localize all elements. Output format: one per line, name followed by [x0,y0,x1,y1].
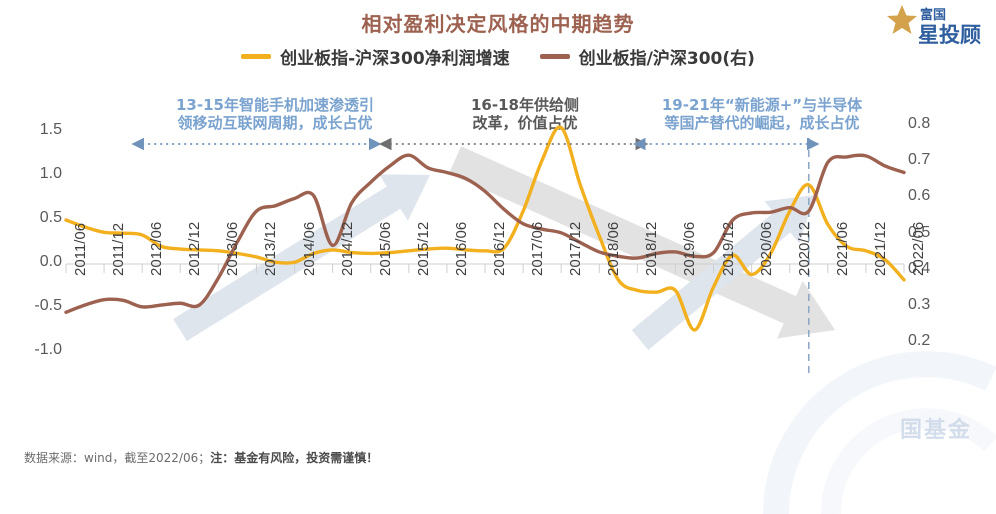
axis-group [65,263,905,273]
chart-plot-area [64,125,906,378]
legend-label-left-series: 创业板指-沪深300净利润增速 [280,49,510,69]
y-tick-left-0: -1.0 [34,341,62,358]
y-tick-right-0: 0.2 [908,331,931,349]
y-tick-right-6: 0.8 [908,115,931,133]
y-tick-left-2: 0.0 [39,253,62,270]
footnote-source: 数据来源：wind，截至2022/06； [24,451,211,465]
footnote: 数据来源：wind，截至2022/06；注：基金有风险，投资需谨慎！ [24,449,378,466]
y-tick-left-4: 1.0 [39,165,62,182]
series-group [64,125,906,332]
svg-text:星投顾: 星投顾 [918,23,981,47]
footnote-note: 注：基金有风险，投资需谨慎！ [210,451,379,465]
brand-logo: 富国 星投顾 [887,5,981,47]
page-title: 相对盈利决定风格的中期趋势 [361,12,635,36]
legend-item-0: 创业板指-沪深300净利润增速 [241,44,510,69]
series-line-right [64,153,906,314]
y-tick-left-3: 0.5 [39,209,62,226]
y-axis-left: -1.0 -0.5 0.0 0.5 1.0 1.5 [0,0,62,474]
chart-legend: 创业板指-沪深300净利润增速 创业板指/沪深300(右) [0,44,996,69]
svg-text:富国: 富国 [920,7,946,23]
legend-label-right-series: 创业板指/沪深300(右) [578,49,755,69]
legend-item-1: 创业板指/沪深300(右) [539,44,755,69]
y-tick-right-3: 0.5 [908,223,931,241]
y-tick-right-1: 0.3 [908,295,931,313]
legend-swatch-left-series [241,54,272,59]
y-tick-right-4: 0.6 [908,187,931,205]
series-line-left [64,125,906,332]
star-icon [887,5,917,34]
annotation-text-0: 13-15年智能手机加速渗透引 领移动互联网周期，成长占优 [176,96,374,133]
y-tick-left-1: -0.5 [34,297,62,314]
annotation-text-2: 19-21年“新能源+”与半导体 等国产替代的崛起，成长占优 [661,96,863,133]
y-tick-right-2: 0.4 [908,259,931,277]
legend-swatch-right-series [539,54,570,59]
y-axis-right: 0.2 0.3 0.4 0.5 0.6 0.7 0.8 [908,0,970,474]
annotation-text-1: 16-18年供给侧 改革，价值占优 [471,96,579,133]
y-tick-right-5: 0.7 [908,151,931,169]
y-tick-left-5: 1.5 [39,121,62,138]
